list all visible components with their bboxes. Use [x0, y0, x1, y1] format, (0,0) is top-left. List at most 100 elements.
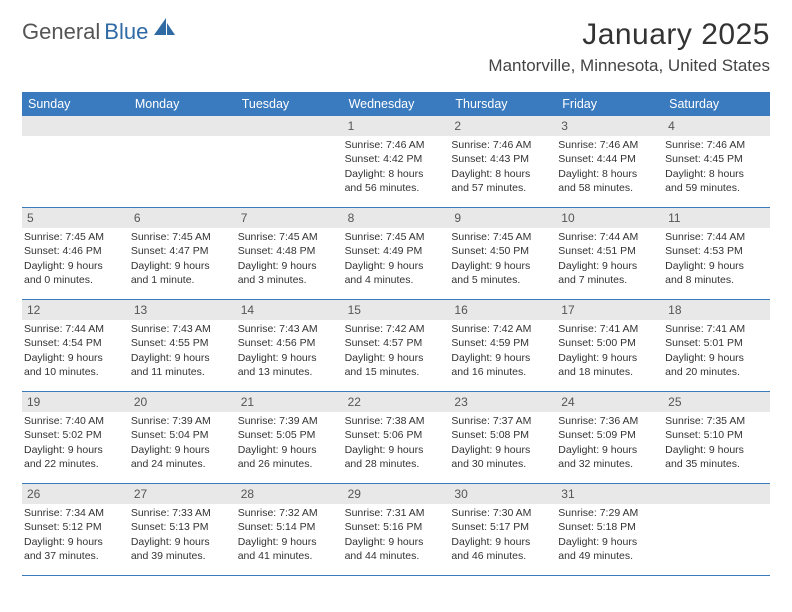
- sunset-text: Sunset: 4:43 PM: [451, 152, 553, 166]
- day-number: 8: [343, 208, 450, 228]
- sunset-text: Sunset: 4:49 PM: [345, 244, 447, 258]
- day-info: Sunrise: 7:45 AMSunset: 4:47 PMDaylight:…: [129, 230, 236, 287]
- day-number: 25: [663, 392, 770, 412]
- day-cell: 21Sunrise: 7:39 AMSunset: 5:05 PMDayligh…: [236, 392, 343, 483]
- day-info: Sunrise: 7:38 AMSunset: 5:06 PMDaylight:…: [343, 414, 450, 471]
- sunrise-text: Sunrise: 7:41 AM: [665, 322, 767, 336]
- day-cell: [129, 116, 236, 207]
- day-cell: 31Sunrise: 7:29 AMSunset: 5:18 PMDayligh…: [556, 484, 663, 575]
- week-row: 26Sunrise: 7:34 AMSunset: 5:12 PMDayligh…: [22, 484, 770, 576]
- daylight-line2: and 46 minutes.: [451, 549, 553, 563]
- day-cell: 28Sunrise: 7:32 AMSunset: 5:14 PMDayligh…: [236, 484, 343, 575]
- day-info: Sunrise: 7:45 AMSunset: 4:48 PMDaylight:…: [236, 230, 343, 287]
- header: GeneralBlue January 2025 Mantorville, Mi…: [0, 0, 792, 82]
- daylight-line1: Daylight: 9 hours: [345, 535, 447, 549]
- day-cell: 23Sunrise: 7:37 AMSunset: 5:08 PMDayligh…: [449, 392, 556, 483]
- day-number: [663, 484, 770, 504]
- daylight-line1: Daylight: 9 hours: [238, 535, 340, 549]
- week-row: 1Sunrise: 7:46 AMSunset: 4:42 PMDaylight…: [22, 116, 770, 208]
- day-number: 24: [556, 392, 663, 412]
- day-info: Sunrise: 7:32 AMSunset: 5:14 PMDaylight:…: [236, 506, 343, 563]
- daylight-line2: and 49 minutes.: [558, 549, 660, 563]
- dow-monday: Monday: [129, 92, 236, 116]
- daylight-line1: Daylight: 9 hours: [345, 259, 447, 273]
- sunset-text: Sunset: 5:10 PM: [665, 428, 767, 442]
- daylight-line2: and 7 minutes.: [558, 273, 660, 287]
- daylight-line2: and 44 minutes.: [345, 549, 447, 563]
- day-number: 10: [556, 208, 663, 228]
- day-cell: 8 Sunrise: 7:45 AMSunset: 4:49 PMDaylight…: [343, 208, 450, 299]
- sunrise-text: Sunrise: 7:46 AM: [558, 138, 660, 152]
- day-info: Sunrise: 7:41 AMSunset: 5:00 PMDaylight:…: [556, 322, 663, 379]
- sunset-text: Sunset: 4:54 PM: [24, 336, 126, 350]
- day-number: 28: [236, 484, 343, 504]
- sunset-text: Sunset: 4:50 PM: [451, 244, 553, 258]
- daylight-line2: and 4 minutes.: [345, 273, 447, 287]
- daylight-line2: and 3 minutes.: [238, 273, 340, 287]
- day-cell: 5Sunrise: 7:45 AMSunset: 4:46 PMDaylight…: [22, 208, 129, 299]
- day-cell: 4Sunrise: 7:46 AMSunset: 4:45 PMDaylight…: [663, 116, 770, 207]
- day-info: Sunrise: 7:43 AMSunset: 4:56 PMDaylight:…: [236, 322, 343, 379]
- daylight-line2: and 58 minutes.: [558, 181, 660, 195]
- day-number: 7: [236, 208, 343, 228]
- day-cell: 1Sunrise: 7:46 AMSunset: 4:42 PMDaylight…: [343, 116, 450, 207]
- daylight-line1: Daylight: 8 hours: [345, 167, 447, 181]
- daylight-line1: Daylight: 9 hours: [131, 351, 233, 365]
- daylight-line2: and 35 minutes.: [665, 457, 767, 471]
- day-cell: 25Sunrise: 7:35 AMSunset: 5:10 PMDayligh…: [663, 392, 770, 483]
- day-number: 6: [129, 208, 236, 228]
- day-cell: 16Sunrise: 7:42 AMSunset: 4:59 PMDayligh…: [449, 300, 556, 391]
- day-number: 15: [343, 300, 450, 320]
- sunset-text: Sunset: 5:06 PM: [345, 428, 447, 442]
- day-number: 23: [449, 392, 556, 412]
- logo: GeneralBlue: [22, 18, 176, 45]
- daylight-line1: Daylight: 9 hours: [131, 535, 233, 549]
- day-info: Sunrise: 7:41 AMSunset: 5:01 PMDaylight:…: [663, 322, 770, 379]
- day-number: 2: [449, 116, 556, 136]
- daylight-line2: and 13 minutes.: [238, 365, 340, 379]
- sunrise-text: Sunrise: 7:44 AM: [665, 230, 767, 244]
- day-info: Sunrise: 7:36 AMSunset: 5:09 PMDaylight:…: [556, 414, 663, 471]
- sunset-text: Sunset: 4:51 PM: [558, 244, 660, 258]
- day-number: 14: [236, 300, 343, 320]
- day-info: Sunrise: 7:30 AMSunset: 5:17 PMDaylight:…: [449, 506, 556, 563]
- logo-sail-icon: [154, 18, 176, 41]
- day-info: Sunrise: 7:44 AMSunset: 4:54 PMDaylight:…: [22, 322, 129, 379]
- day-info: Sunrise: 7:39 AMSunset: 5:04 PMDaylight:…: [129, 414, 236, 471]
- sunrise-text: Sunrise: 7:45 AM: [345, 230, 447, 244]
- day-info: Sunrise: 7:35 AMSunset: 5:10 PMDaylight:…: [663, 414, 770, 471]
- daylight-line1: Daylight: 9 hours: [24, 443, 126, 457]
- day-info: Sunrise: 7:43 AMSunset: 4:55 PMDaylight:…: [129, 322, 236, 379]
- sunrise-text: Sunrise: 7:41 AM: [558, 322, 660, 336]
- daylight-line1: Daylight: 9 hours: [665, 443, 767, 457]
- daylight-line1: Daylight: 9 hours: [451, 351, 553, 365]
- day-cell: 22Sunrise: 7:38 AMSunset: 5:06 PMDayligh…: [343, 392, 450, 483]
- day-number: 9: [449, 208, 556, 228]
- day-info: Sunrise: 7:40 AMSunset: 5:02 PMDaylight:…: [22, 414, 129, 471]
- day-number: 12: [22, 300, 129, 320]
- calendar: Sunday Monday Tuesday Wednesday Thursday…: [22, 92, 770, 576]
- day-cell: 30Sunrise: 7:30 AMSunset: 5:17 PMDayligh…: [449, 484, 556, 575]
- sunset-text: Sunset: 5:13 PM: [131, 520, 233, 534]
- sunrise-text: Sunrise: 7:30 AM: [451, 506, 553, 520]
- sunrise-text: Sunrise: 7:34 AM: [24, 506, 126, 520]
- sunset-text: Sunset: 5:14 PM: [238, 520, 340, 534]
- sunset-text: Sunset: 4:55 PM: [131, 336, 233, 350]
- day-info: Sunrise: 7:37 AMSunset: 5:08 PMDaylight:…: [449, 414, 556, 471]
- sunset-text: Sunset: 5:02 PM: [24, 428, 126, 442]
- day-cell: 14Sunrise: 7:43 AMSunset: 4:56 PMDayligh…: [236, 300, 343, 391]
- day-info: Sunrise: 7:46 AMSunset: 4:42 PMDaylight:…: [343, 138, 450, 195]
- week-row: 12Sunrise: 7:44 AMSunset: 4:54 PMDayligh…: [22, 300, 770, 392]
- sunset-text: Sunset: 4:46 PM: [24, 244, 126, 258]
- daylight-line1: Daylight: 9 hours: [665, 259, 767, 273]
- day-cell: 18Sunrise: 7:41 AMSunset: 5:01 PMDayligh…: [663, 300, 770, 391]
- day-number: 30: [449, 484, 556, 504]
- day-number: 21: [236, 392, 343, 412]
- day-info: Sunrise: 7:44 AMSunset: 4:51 PMDaylight:…: [556, 230, 663, 287]
- day-number: 22: [343, 392, 450, 412]
- daylight-line1: Daylight: 9 hours: [558, 443, 660, 457]
- day-number: 31: [556, 484, 663, 504]
- sunset-text: Sunset: 4:44 PM: [558, 152, 660, 166]
- day-cell: 11Sunrise: 7:44 AMSunset: 4:53 PMDayligh…: [663, 208, 770, 299]
- day-cell: 20Sunrise: 7:39 AMSunset: 5:04 PMDayligh…: [129, 392, 236, 483]
